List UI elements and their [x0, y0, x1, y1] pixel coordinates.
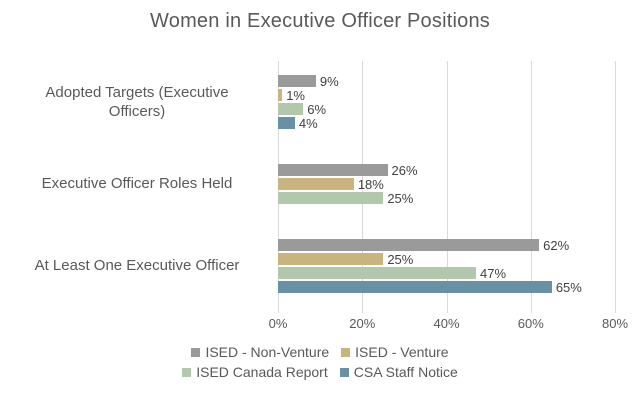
category-label: Executive Officer Roles Held: [41, 175, 233, 193]
category-cell: At Least One Executive Officer: [6, 225, 268, 307]
bar-data-label: 18%: [357, 176, 384, 192]
bar-data-label: 4%: [298, 115, 318, 131]
bar-ised-venture: [278, 253, 384, 265]
x-tick-label: 60%: [517, 316, 544, 331]
bar-data-label: 6%: [307, 101, 327, 117]
x-tick-mark: [615, 307, 616, 313]
bar-ised-non-venture: [278, 164, 388, 176]
legend-row: ISED - Non-Venture ISED - Venture: [191, 344, 449, 360]
chart-title: Women in Executive Officer Positions: [150, 10, 490, 32]
bar-data-label: 25%: [387, 190, 414, 206]
x-tick-mark: [530, 307, 532, 313]
bar-row: 6%: [278, 102, 615, 116]
bar-group: 9% 1% 6% 4%: [278, 61, 615, 143]
bar-row: 47%: [278, 266, 615, 280]
legend-swatch: [339, 367, 349, 377]
bar-data-label: 62%: [543, 237, 570, 253]
legend-item: CSA Staff Notice: [339, 364, 458, 380]
bar-csa-staff-notice: [278, 117, 295, 129]
gridline: [362, 61, 364, 307]
plot-area: 9% 1% 6% 4% 26% 18% 25% 62% 25% 47% 65%: [278, 61, 616, 307]
x-tick-mark: [446, 307, 448, 313]
legend-label: CSA Staff Notice: [353, 364, 458, 380]
bar-group: 26% 18% 25%: [278, 143, 615, 225]
category-cell: Adopted Targets (Executive Officers): [6, 61, 268, 143]
bar-ised-venture: [278, 89, 283, 101]
bar-ised-venture: [278, 178, 354, 190]
bar-data-label: 1%: [286, 87, 305, 103]
x-tick-label: 40%: [433, 316, 460, 331]
x-tick-label: 0%: [268, 316, 288, 331]
legend-label: ISED Canada Report: [196, 364, 328, 380]
bar-row: 1%: [278, 88, 615, 102]
legend-label: ISED - Venture: [355, 344, 449, 360]
bar-row: 25%: [278, 252, 615, 266]
bar-row: 9%: [278, 74, 615, 88]
bar-row: 18%: [278, 177, 615, 191]
legend-swatch: [182, 367, 192, 377]
gridline: [530, 61, 532, 307]
gridline: [615, 61, 616, 307]
bar-data-label: 47%: [479, 265, 507, 281]
category-cell: Executive Officer Roles Held: [6, 143, 268, 225]
bar-data-label: 9%: [319, 73, 339, 89]
bar-data-label: 65%: [555, 279, 582, 295]
bar-ised-canada-report: [278, 192, 384, 204]
bar-row: 65%: [278, 280, 615, 294]
legend-item: ISED - Non-Venture: [191, 344, 329, 360]
x-tick-label: 80%: [601, 316, 629, 331]
bar-ised-canada-report: [278, 103, 304, 115]
bar-row: 62%: [278, 238, 615, 252]
category-label: Adopted Targets (Executive Officers): [45, 83, 229, 121]
legend-item: ISED - Venture: [341, 344, 449, 360]
bar-row: 4%: [278, 116, 615, 130]
x-axis: 0% 20% 40% 60% 80%: [269, 307, 628, 339]
legend-swatch: [191, 347, 201, 357]
bar-group: 62% 25% 47% 65%: [278, 225, 615, 307]
x-tick-label: 20%: [349, 316, 376, 331]
bar-row: 26%: [278, 163, 615, 177]
bar-data-label: 25%: [387, 251, 414, 267]
x-tick-mark: [278, 307, 279, 313]
bar-ised-canada-report: [278, 267, 476, 279]
bar-ised-non-venture: [278, 239, 540, 251]
legend-item: ISED Canada Report: [182, 364, 328, 380]
legend-swatch: [341, 347, 351, 357]
legend-label: ISED - Non-Venture: [205, 344, 330, 360]
x-tick-mark: [362, 307, 364, 313]
gridline: [446, 61, 448, 307]
category-axis: Adopted Targets (Executive Officers) Exec…: [6, 61, 268, 307]
bar-csa-staff-notice: [278, 281, 552, 293]
legend: ISED - Non-Venture ISED - Venture ISED Can…: [0, 344, 640, 380]
bar-data-label: 26%: [391, 162, 418, 178]
bar-row: 25%: [278, 191, 615, 205]
legend-row: ISED Canada Report CSA Staff Notice: [182, 364, 458, 380]
category-label: At Least One Executive Officer: [34, 257, 240, 275]
bar-ised-non-venture: [278, 75, 316, 87]
